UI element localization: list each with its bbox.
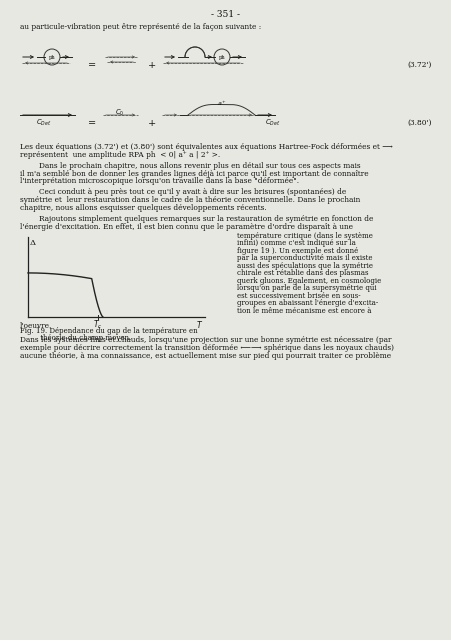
- Text: (3.72'): (3.72'): [407, 61, 431, 69]
- Text: =: =: [88, 119, 96, 128]
- Text: (3.80'): (3.80'): [407, 119, 431, 127]
- Text: température critique (dans le système: température critique (dans le système: [236, 232, 372, 240]
- Text: - 351 -: - 351 -: [211, 10, 240, 19]
- Text: est successivement brisée en sous-: est successivement brisée en sous-: [236, 292, 360, 300]
- Text: Rajoutons simplement quelques remarques sur la restauration de symétrie en fonct: Rajoutons simplement quelques remarques …: [20, 215, 373, 223]
- Text: +: +: [147, 61, 156, 70]
- Text: Dans le prochain chapitre, nous allons revenir plus en détail sur tous ces aspec: Dans le prochain chapitre, nous allons r…: [20, 162, 360, 170]
- Text: groupes en abaissant l'énergie d'excita-: groupes en abaissant l'énergie d'excita-: [236, 300, 377, 307]
- Text: =: =: [88, 61, 96, 70]
- Text: figure 19 ). Un exemple est donné: figure 19 ). Un exemple est donné: [236, 247, 358, 255]
- Text: infini) comme c'est indiqué sur la: infini) comme c'est indiqué sur la: [236, 239, 355, 248]
- Text: au particule-vibration peut être représenté de la façon suivante :: au particule-vibration peut être représe…: [20, 23, 261, 31]
- Text: chirale est rétablie dans des plasmas: chirale est rétablie dans des plasmas: [236, 269, 368, 277]
- Text: exemple pour décrire correctement la transition déformée ⟵⟶ sphérique dans les n: exemple pour décrire correctement la tra…: [20, 344, 393, 352]
- Text: symétrie et  leur restauration dans le cadre de la théorie conventionnelle. Dans: symétrie et leur restauration dans le ca…: [20, 196, 359, 204]
- Text: $C_0$: $C_0$: [115, 108, 124, 118]
- Text: l'oeuvre.: l'oeuvre.: [20, 323, 52, 330]
- Text: $a^+$: $a^+$: [216, 99, 226, 108]
- Text: Δ: Δ: [30, 239, 36, 247]
- Text: aucune théorie, à ma connaissance, est actuellement mise sur pied qui pourrait t: aucune théorie, à ma connaissance, est a…: [20, 352, 390, 360]
- Text: par la superconductivité mais il existe: par la superconductivité mais il existe: [236, 255, 372, 262]
- Text: l'interprétation microscopique lorsqu'on travaille dans la base "déformée".: l'interprétation microscopique lorsqu'on…: [20, 177, 299, 186]
- Text: théorie du champ moyen.: théorie du champ moyen.: [20, 335, 131, 342]
- Text: l'énergie d'excitation. En effet, il est bien connu que le paramètre d'ordre dis: l'énergie d'excitation. En effet, il est…: [20, 223, 352, 230]
- Text: il m'a semblé bon de donner les grandes lignes déjà ici parce qu'il est importan: il m'a semblé bon de donner les grandes …: [20, 170, 368, 177]
- Text: Fig. 19. Dépendance du gap de la température en: Fig. 19. Dépendance du gap de la tempéra…: [20, 327, 197, 335]
- Text: aussi des spéculations que la symétrie: aussi des spéculations que la symétrie: [236, 262, 372, 270]
- Text: $C_{Def.}$: $C_{Def.}$: [264, 118, 280, 128]
- Text: $C_{Def.}$: $C_{Def.}$: [36, 118, 52, 128]
- Text: $T$: $T$: [196, 319, 203, 330]
- Text: chapitre, nous allons esquisser quelques développements récents.: chapitre, nous allons esquisser quelques…: [20, 204, 266, 212]
- Text: querk gluons. Egalement, en cosmologie: querk gluons. Egalement, en cosmologie: [236, 277, 380, 285]
- Text: $T_c$: $T_c$: [93, 319, 102, 332]
- Text: ph: ph: [218, 54, 225, 60]
- Text: représentent  une amplitude RPA ph  < 0| a⁺ a | 2⁺ >.: représentent une amplitude RPA ph < 0| a…: [20, 151, 220, 159]
- Text: tion le même mécanisme est encore à: tion le même mécanisme est encore à: [236, 307, 371, 315]
- Text: ph: ph: [49, 54, 55, 60]
- Text: Ceci conduit à peu près tout ce qu'il y avait à dire sur les brisures (spontanée: Ceci conduit à peu près tout ce qu'il y …: [20, 188, 345, 196]
- Text: Dans les systèmes finis et chauds, lorsqu'une projection sur une bonne symétrie : Dans les systèmes finis et chauds, lorsq…: [20, 337, 391, 344]
- Text: lorsqu'on parle de la supersymétrie qui: lorsqu'on parle de la supersymétrie qui: [236, 284, 376, 292]
- Text: Les deux équations (3.72') et (3.80') sont équivalentes aux équations Hartree-Fo: Les deux équations (3.72') et (3.80') so…: [20, 143, 392, 151]
- Text: +: +: [147, 119, 156, 128]
